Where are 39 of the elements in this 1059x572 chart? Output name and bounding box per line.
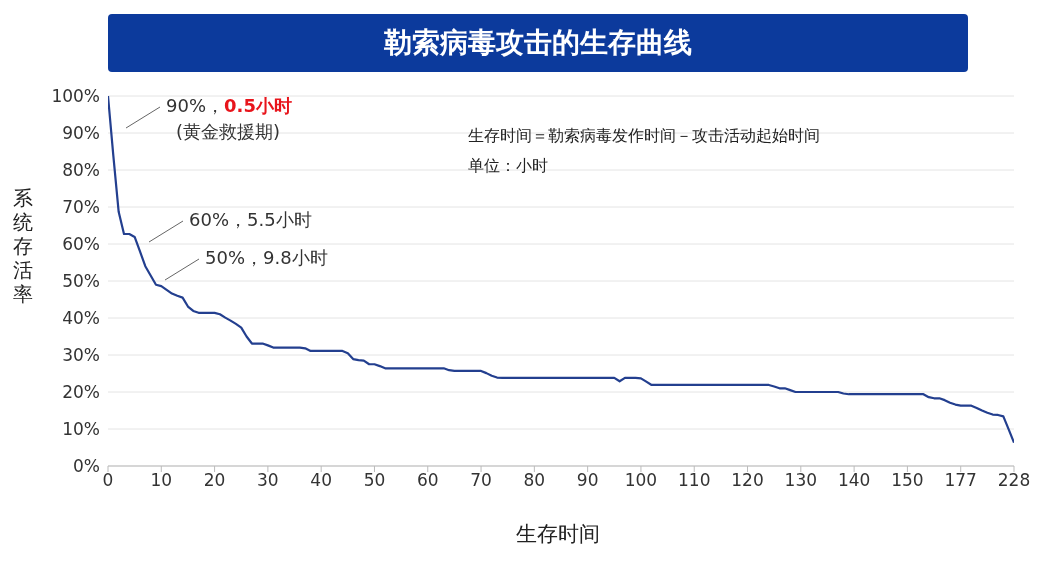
- x-tick-label: 120: [731, 470, 764, 491]
- y-tick-label: 50%: [62, 271, 100, 292]
- x-tick-label: 140: [837, 470, 871, 491]
- x-tick-label: 177: [944, 470, 977, 491]
- chart-title: 勒索病毒攻击的生存曲线: [384, 26, 692, 59]
- y-axis-title: 系统存活率: [12, 186, 34, 306]
- line-series: [108, 96, 1014, 444]
- x-tick-label: 0: [102, 470, 114, 491]
- x-axis-title: 生存时间: [515, 521, 601, 548]
- y-tick-label: 100%: [51, 86, 100, 107]
- x-tick-label: 70: [470, 470, 492, 491]
- annotation: 生存时间＝勒索病毒发作时间－攻击活动起始时间: [468, 126, 820, 145]
- y-tick-label: 70%: [62, 197, 100, 218]
- x-tick-label: 10: [150, 470, 173, 491]
- x-tick-label: 20: [203, 470, 226, 491]
- x-tick-label: 228: [997, 470, 1031, 491]
- x-tick-label: 110: [678, 470, 711, 491]
- y-tick-label: 90%: [62, 123, 100, 144]
- y-tick-label: 30%: [62, 345, 100, 366]
- y-tick-label: 0%: [73, 456, 100, 477]
- y-tick-label: 40%: [62, 308, 100, 329]
- annotation: 单位：小时: [468, 156, 548, 175]
- x-tick-label: 130: [784, 470, 818, 491]
- annotation: 60%，5.5小时: [189, 209, 312, 230]
- x-tick-label: 150: [891, 470, 924, 491]
- y-tick-label: 80%: [62, 160, 100, 181]
- x-tick-label: 30: [257, 470, 279, 491]
- title-banner: 勒索病毒攻击的生存曲线: [108, 14, 968, 72]
- y-tick-label: 60%: [62, 234, 100, 255]
- x-tick-label: 80: [523, 470, 546, 491]
- x-tick-label: 50: [363, 470, 386, 491]
- annotation: 50%，9.8小时: [205, 247, 328, 268]
- annotation: 90%，0.5小时 (黄金救援期): [166, 95, 292, 142]
- x-tick-label: 40: [310, 470, 332, 491]
- x-tick-label: 90: [576, 470, 599, 491]
- x-tick-label: 60: [416, 470, 439, 491]
- y-tick-label: 10%: [62, 419, 100, 440]
- x-tick-label: 100: [624, 470, 658, 491]
- y-tick-label: 20%: [62, 382, 100, 403]
